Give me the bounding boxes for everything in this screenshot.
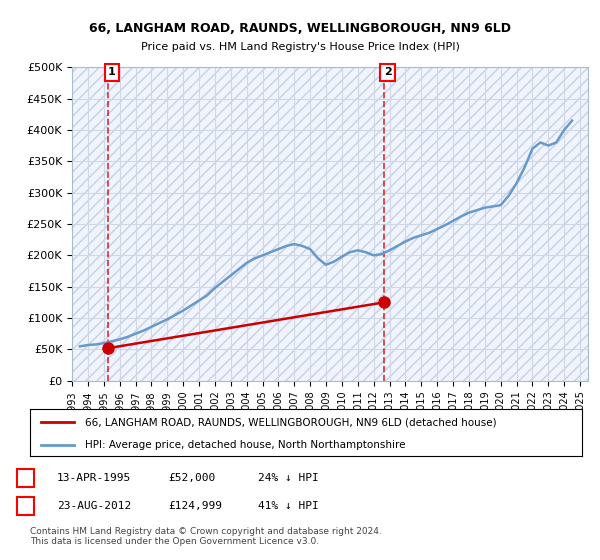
Text: 41% ↓ HPI: 41% ↓ HPI bbox=[258, 501, 319, 511]
Text: Price paid vs. HM Land Registry's House Price Index (HPI): Price paid vs. HM Land Registry's House … bbox=[140, 42, 460, 52]
Text: Contains HM Land Registry data © Crown copyright and database right 2024.
This d: Contains HM Land Registry data © Crown c… bbox=[30, 526, 382, 546]
Text: 66, LANGHAM ROAD, RAUNDS, WELLINGBOROUGH, NN9 6LD: 66, LANGHAM ROAD, RAUNDS, WELLINGBOROUGH… bbox=[89, 22, 511, 35]
Text: £52,000: £52,000 bbox=[168, 473, 215, 483]
Text: 24% ↓ HPI: 24% ↓ HPI bbox=[258, 473, 319, 483]
Text: £124,999: £124,999 bbox=[168, 501, 222, 511]
Text: 2: 2 bbox=[384, 67, 392, 77]
Text: 1: 1 bbox=[22, 473, 29, 483]
Text: 1: 1 bbox=[108, 67, 116, 77]
Text: 66, LANGHAM ROAD, RAUNDS, WELLINGBOROUGH, NN9 6LD (detached house): 66, LANGHAM ROAD, RAUNDS, WELLINGBOROUGH… bbox=[85, 417, 497, 427]
Text: 2: 2 bbox=[22, 501, 29, 511]
Text: HPI: Average price, detached house, North Northamptonshire: HPI: Average price, detached house, Nort… bbox=[85, 440, 406, 450]
Text: 23-AUG-2012: 23-AUG-2012 bbox=[57, 501, 131, 511]
Text: 13-APR-1995: 13-APR-1995 bbox=[57, 473, 131, 483]
